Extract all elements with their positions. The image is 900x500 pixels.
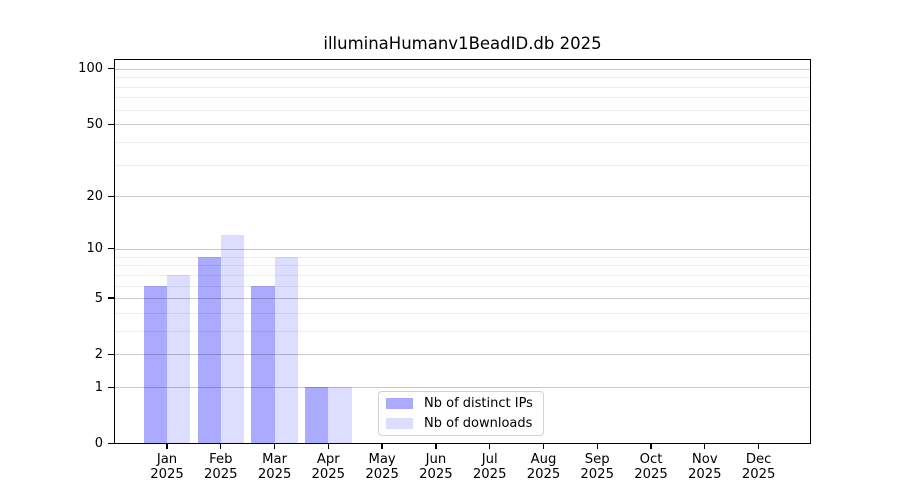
x-tick-mark-nov — [704, 443, 706, 449]
x-tick-month: Jul — [481, 451, 498, 467]
x-tick-label-feb: Feb 2025 — [191, 452, 251, 483]
bar-downloads-mar — [274, 256, 298, 444]
x-tick-year: 2025 — [204, 467, 238, 482]
x-tick-month: Mar — [262, 451, 288, 467]
bar-distinct-ips-mar — [251, 285, 275, 444]
x-tick-month: Jan — [156, 451, 178, 467]
y-tick-label-50: 50 — [86, 116, 103, 132]
plot-area: Nb of distinct IPs Nb of downloads — [114, 59, 811, 444]
x-tick-year: 2025 — [741, 467, 776, 482]
x-tick-mark-feb — [220, 443, 222, 449]
x-tick-year: 2025 — [688, 467, 722, 482]
legend-row-distinct-ips: Nb of distinct IPs — [386, 396, 534, 411]
x-tick-month: Jun — [425, 451, 447, 467]
x-tick-mark-jun — [435, 443, 437, 449]
x-tick-mark-jan — [166, 443, 168, 449]
x-tick-mark-aug — [542, 443, 545, 449]
x-tick-year: 2025 — [526, 467, 561, 482]
x-tick-label-jul: Jul 2025 — [460, 452, 520, 483]
y-tick-label-1: 1 — [94, 379, 103, 395]
y-tick-label-2: 2 — [94, 346, 103, 362]
x-tick-month: Sep — [584, 451, 610, 467]
legend-label-downloads: Nb of downloads — [424, 416, 533, 431]
legend-swatch-distinct-ips — [386, 398, 413, 409]
bar-distinct-ips-feb — [197, 256, 221, 444]
bars-layer — [114, 59, 811, 444]
y-tick-mark-0 — [107, 442, 114, 445]
x-tick-month: Dec — [745, 451, 772, 467]
x-tick-label-apr: Apr 2025 — [298, 452, 358, 483]
bar-downloads-jan — [167, 274, 191, 444]
bar-distinct-ips-jan — [143, 285, 167, 444]
y-tick-mark-10 — [107, 248, 114, 250]
y-tick-mark-5 — [107, 297, 114, 299]
x-tick-mark-may — [381, 443, 383, 449]
x-tick-year: 2025 — [365, 467, 399, 482]
x-tick-mark-jul — [489, 443, 491, 449]
x-tick-year: 2025 — [150, 467, 184, 482]
x-tick-mark-mar — [273, 443, 276, 449]
x-tick-mark-dec — [757, 443, 760, 449]
chart-title: illuminaHumanv1BeadID.db 2025 — [323, 34, 602, 53]
y-tick-mark-100 — [107, 68, 114, 70]
legend-swatch-downloads — [386, 418, 413, 429]
bar-downloads-apr — [328, 387, 352, 444]
y-tick-label-10: 10 — [86, 241, 103, 257]
x-tick-year: 2025 — [472, 467, 507, 482]
x-tick-mark-oct — [650, 443, 652, 449]
x-tick-label-oct: Oct 2025 — [621, 452, 681, 483]
y-tick-label-5: 5 — [94, 290, 103, 306]
x-tick-label-dec: Dec 2025 — [729, 452, 789, 483]
y-tick-label-0: 0 — [94, 436, 103, 451]
y-tick-mark-20 — [107, 195, 114, 197]
x-tick-year: 2025 — [257, 467, 292, 482]
legend-row-downloads: Nb of downloads — [386, 416, 534, 431]
x-tick-month: Oct — [639, 451, 663, 467]
x-tick-label-nov: Nov 2025 — [675, 452, 735, 483]
x-tick-mark-sep — [596, 443, 598, 449]
y-tick-label-100: 100 — [78, 61, 103, 77]
x-tick-year: 2025 — [580, 467, 614, 482]
x-tick-year: 2025 — [419, 467, 453, 482]
y-tick-mark-50 — [107, 123, 114, 125]
x-tick-label-aug: Aug 2025 — [514, 452, 574, 483]
y-tick-mark-1 — [107, 386, 114, 388]
bar-distinct-ips-apr — [305, 387, 329, 444]
x-tick-year: 2025 — [311, 467, 346, 482]
y-tick-mark-2 — [107, 353, 114, 355]
x-tick-month: Apr — [316, 451, 340, 467]
bar-downloads-feb — [220, 235, 245, 444]
x-tick-mark-apr — [327, 443, 329, 449]
x-tick-label-sep: Sep 2025 — [567, 452, 627, 483]
x-tick-label-may: May 2025 — [352, 452, 412, 483]
x-tick-month: May — [368, 451, 396, 467]
x-tick-label-jan: Jan 2025 — [137, 452, 197, 483]
x-tick-label-jun: Jun 2025 — [406, 452, 466, 483]
x-tick-month: Nov — [691, 451, 718, 467]
x-tick-year: 2025 — [634, 467, 668, 482]
x-tick-month: Feb — [209, 451, 233, 467]
y-tick-label-20: 20 — [86, 188, 103, 204]
legend: Nb of distinct IPs Nb of downloads — [378, 391, 544, 436]
x-tick-month: Aug — [530, 451, 557, 467]
x-tick-label-mar: Mar 2025 — [245, 452, 305, 483]
legend-label-distinct-ips: Nb of distinct IPs — [424, 396, 533, 411]
